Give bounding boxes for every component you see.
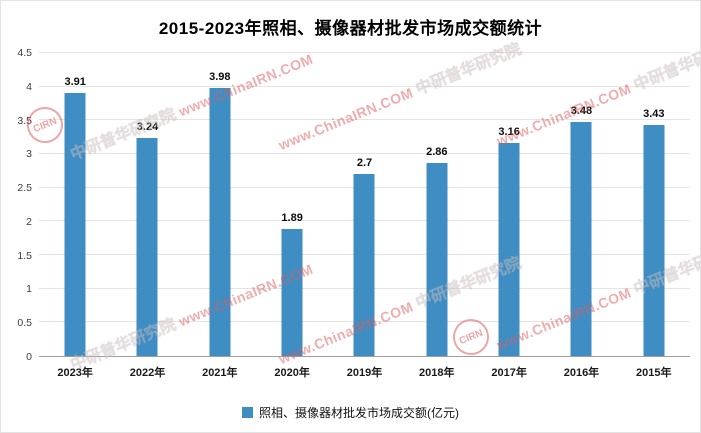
x-tick-label: 2016年 [563, 367, 600, 379]
bar [353, 174, 375, 356]
gridline [39, 153, 690, 154]
bar-value-label: 1.89 [281, 211, 303, 224]
y-tick-label: 1 [26, 283, 32, 296]
bar [281, 228, 303, 356]
bar-slot: 3.48 2016年 [545, 53, 617, 379]
bar-slot: 3.98 2021年 [184, 53, 256, 379]
chart-body: 0 0.5 1 1.5 2 2.5 3 3.5 4 4.5 3.91 2023年 3.24 2022年 3… [9, 47, 690, 379]
bar [136, 137, 158, 356]
y-tick-label: 4 [26, 80, 32, 93]
y-tick-label: 1.5 [17, 249, 32, 262]
bar-slot: 3.24 2022年 [111, 53, 183, 379]
bar [570, 121, 592, 356]
x-tick-label: 2021年 [202, 367, 238, 379]
bar-value-label: 2.7 [356, 157, 373, 170]
bar-value-label: 2.86 [426, 146, 448, 159]
bar-slot: 2.86 2018年 [401, 53, 473, 379]
bar-value-label: 3.43 [643, 108, 665, 121]
legend-label: 照相、摄像器材批发市场成交额(亿元) [259, 406, 459, 420]
x-tick-label: 2020年 [274, 367, 310, 379]
y-tick-label: 3 [26, 148, 32, 161]
legend-swatch [242, 407, 253, 418]
bar [498, 143, 520, 356]
x-tick-label: 2019年 [346, 367, 383, 379]
y-tick-label: 3.5 [17, 114, 32, 127]
bar [643, 125, 665, 356]
bar-slot: 1.89 2020年 [256, 53, 328, 379]
y-tick-label: 4.5 [17, 47, 32, 59]
bar-value-label: 3.98 [209, 71, 231, 84]
x-tick-label: 2017年 [491, 367, 527, 379]
bar-slot: 3.91 2023年 [39, 53, 111, 379]
x-tick-label: 2022年 [129, 367, 166, 379]
bar-value-label: 3.24 [136, 120, 159, 133]
gridline [39, 52, 690, 53]
plot-area: 3.91 2023年 3.24 2022年 3.98 2021年 1.89 2020年 2.7 2… [39, 52, 690, 379]
gridline [39, 85, 690, 87]
x-tick-label: 2023年 [57, 367, 93, 379]
bar-value-label: 3.16 [498, 126, 520, 139]
bar-slot: 2.7 2019年 [328, 53, 400, 379]
bar [209, 88, 231, 356]
y-tick-label: 0.5 [17, 317, 32, 330]
x-tick-label: 2015年 [636, 367, 672, 379]
bar-slot: 3.43 2015年 [618, 53, 690, 379]
bar-slot: 3.16 2017年 [473, 53, 545, 379]
legend: 照相、摄像器材批发市场成交额(亿元) [1, 404, 700, 421]
y-axis-labels: 0 0.5 1 1.5 2 2.5 3 3.5 4 4.5 [9, 47, 39, 363]
bar-value-label: 3.91 [64, 75, 86, 88]
bar-value-label: 3.48 [570, 104, 593, 117]
bar [426, 163, 448, 356]
y-tick-label: 0 [26, 351, 32, 363]
y-tick-label: 2 [26, 215, 32, 228]
chart-title: 2015-2023年照相、摄像器材批发市场成交额统计 [158, 19, 543, 38]
gridline [39, 119, 690, 121]
y-tick-label: 2.5 [17, 182, 32, 195]
bar [64, 92, 86, 356]
x-tick-label: 2018年 [419, 367, 455, 379]
